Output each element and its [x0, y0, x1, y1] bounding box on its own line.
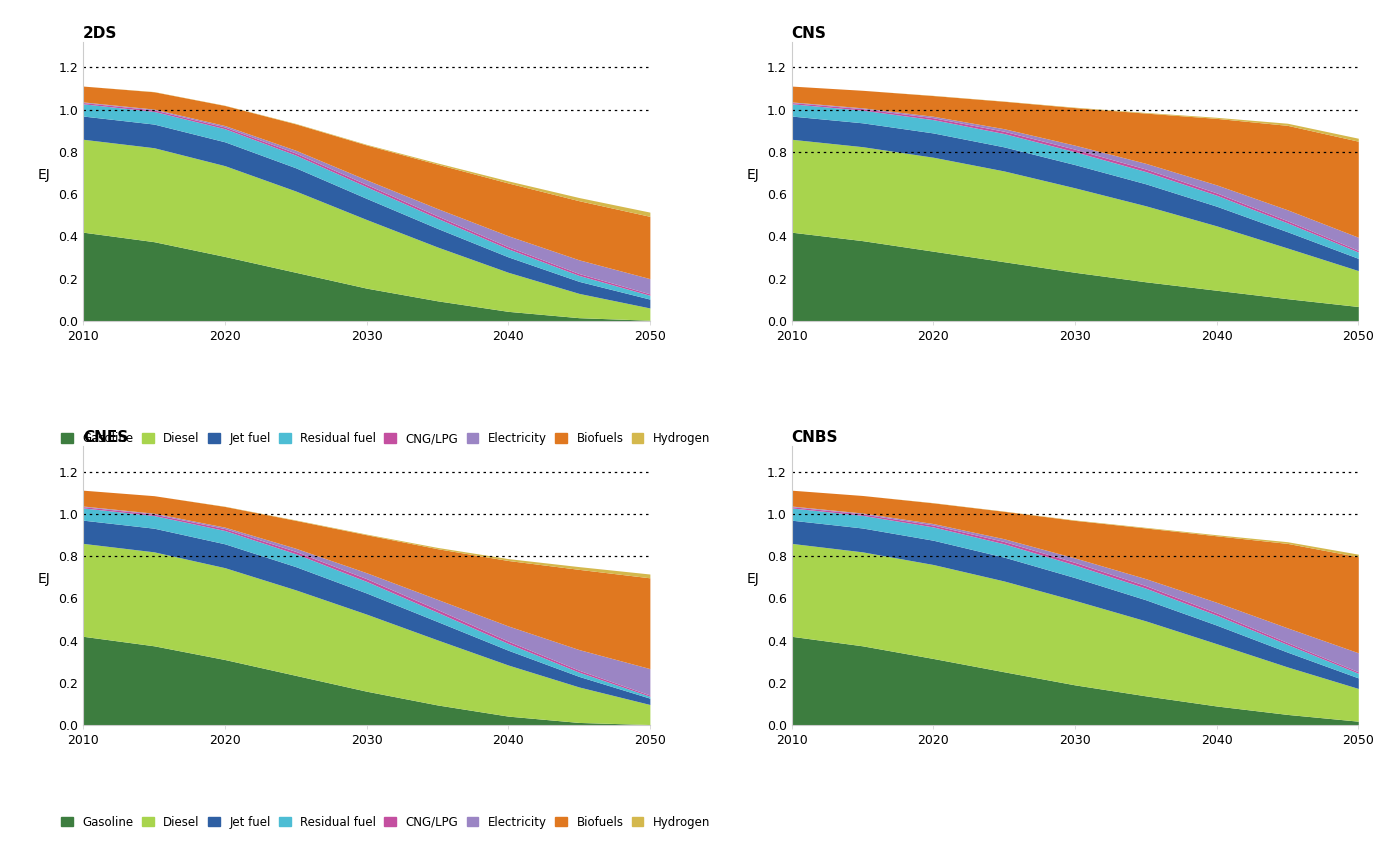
Text: CNES: CNES	[83, 430, 129, 445]
Text: CNBS: CNBS	[791, 430, 839, 445]
Legend: Gasoline, Diesel, Jet fuel, Residual fuel, CNG/LPG, Electricity, Biofuels, Hydro: Gasoline, Diesel, Jet fuel, Residual fue…	[61, 816, 710, 829]
Y-axis label: EJ: EJ	[747, 168, 760, 181]
Y-axis label: EJ: EJ	[37, 572, 51, 586]
Text: 2DS: 2DS	[83, 26, 118, 41]
Text: CNS: CNS	[791, 26, 826, 41]
Y-axis label: EJ: EJ	[37, 168, 51, 181]
Legend: Gasoline, Diesel, Jet fuel, Residual fuel, CNG/LPG, Electricity, Biofuels, Hydro: Gasoline, Diesel, Jet fuel, Residual fue…	[61, 432, 710, 445]
Y-axis label: EJ: EJ	[747, 572, 760, 586]
